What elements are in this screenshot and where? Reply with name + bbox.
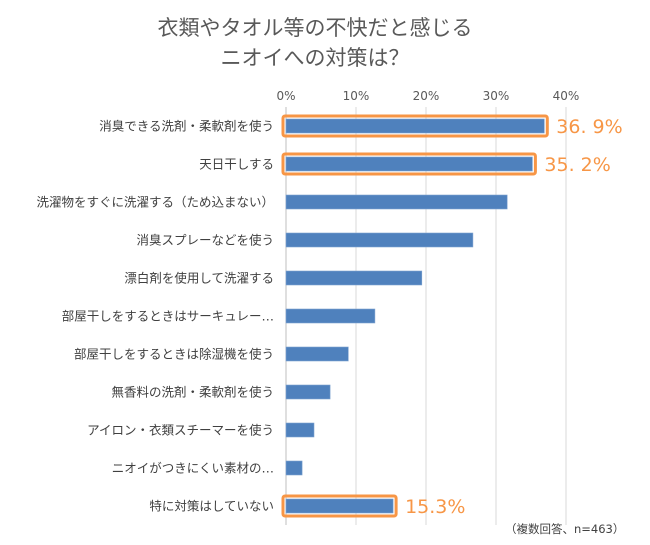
x-tick-label: 0% <box>276 89 295 103</box>
chart-title-line-2: ニオイへの対策は？ <box>220 46 410 70</box>
category-label: アイロン・衣類スチーマーを使う <box>87 423 274 438</box>
category-label: 無香料の洗剤・柔軟剤を使う <box>111 385 274 400</box>
data-label: 15.3% <box>405 496 465 518</box>
sample-note: （複数回答、n=463） <box>505 522 625 536</box>
highlight-box <box>281 494 398 518</box>
x-tick-label: 30% <box>483 89 510 103</box>
bar <box>285 118 545 134</box>
bar <box>285 308 376 324</box>
bar <box>285 346 349 362</box>
chart-title-line-1: 衣類やタオル等の不快だと感じる <box>157 16 473 40</box>
highlight-box <box>281 152 537 176</box>
data-label: 35. 2% <box>544 154 610 176</box>
bar <box>285 156 533 172</box>
bar <box>285 194 508 210</box>
bar <box>285 270 423 286</box>
category-label: 洗濯物をすぐに洗濯する（ため込まない） <box>36 195 274 210</box>
category-label: 特に対策はしていない <box>149 499 274 514</box>
bar <box>285 498 394 514</box>
category-label: 消臭スプレーなどを使う <box>136 233 274 248</box>
category-label: 部屋干しをするときは除湿機を使う <box>74 347 274 362</box>
bar <box>285 460 303 476</box>
x-tick-label: 10% <box>343 89 370 103</box>
x-tick-label: 20% <box>413 89 440 103</box>
x-tick-label: 40% <box>553 89 580 103</box>
highlight-box <box>281 114 549 138</box>
bar <box>285 232 474 248</box>
bar <box>285 422 315 438</box>
category-label: 消臭できる洗剤・柔軟剤を使う <box>99 119 274 134</box>
bar <box>285 384 331 400</box>
category-label: ニオイがつきにくい素材の… <box>112 461 274 476</box>
category-label: 部屋干しをするときはサーキュレー… <box>62 309 274 324</box>
category-label: 天日干しする <box>199 157 274 172</box>
category-label: 漂白剤を使用して洗濯する <box>124 271 274 286</box>
data-label: 36. 9% <box>556 116 622 138</box>
